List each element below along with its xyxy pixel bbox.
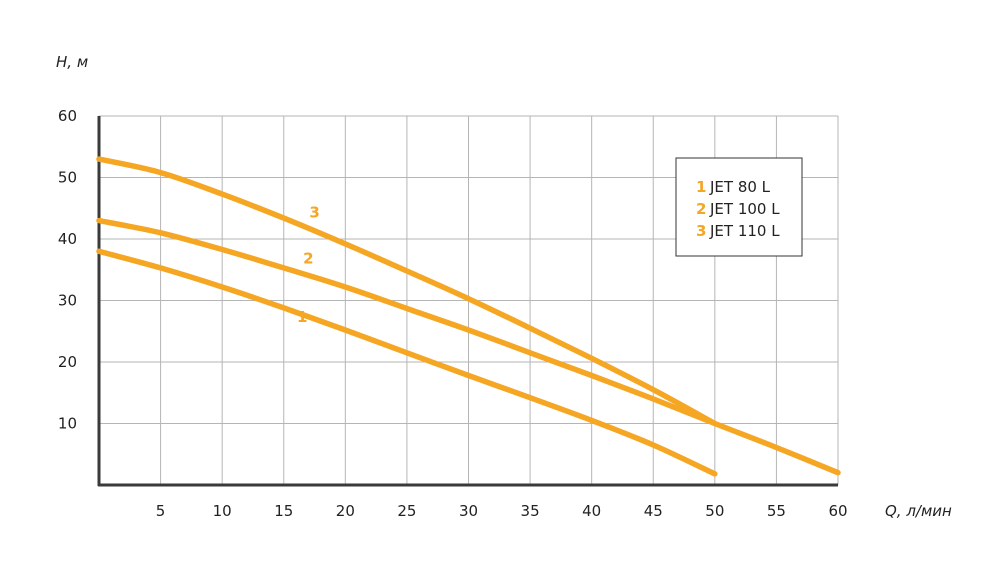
- series-lines: [96, 156, 841, 477]
- tick-labels: 5 10 15 20 25 30 35 40 45 50 55 60 10 20 30 40 50 60: [58, 107, 848, 520]
- x-tick-label-35: 35: [521, 502, 540, 520]
- curve-labels: 1 2 3: [297, 203, 320, 326]
- y-tick-label-50: 50: [58, 169, 77, 187]
- x-tick-label-40: 40: [582, 502, 601, 520]
- curve-label-2: 2: [303, 250, 313, 268]
- x-tick-label-50: 50: [705, 502, 724, 520]
- y-tick-label-20: 20: [58, 353, 77, 371]
- x-tick-label-45: 45: [644, 502, 663, 520]
- x-tick-label-5: 5: [156, 502, 166, 520]
- x-tick-label-20: 20: [336, 502, 355, 520]
- x-tick-label-25: 25: [397, 502, 416, 520]
- legend-num-1: 1: [696, 178, 706, 196]
- legend-num-3: 3: [696, 222, 706, 240]
- x-tick-label-10: 10: [213, 502, 232, 520]
- y-tick-label-60: 60: [58, 107, 77, 125]
- y-axis-title: H, м: [56, 53, 88, 71]
- axes: [97, 116, 838, 487]
- series-line-1: [96, 248, 718, 477]
- series-line-3: [96, 156, 718, 427]
- legend: 1 JET 80 L 2 JET 100 L 3 JET 110 L: [675, 157, 803, 257]
- legend-label-1: JET 80 L: [709, 178, 771, 196]
- x-tick-label-15: 15: [274, 502, 293, 520]
- x-tick-label-60: 60: [828, 502, 847, 520]
- legend-label-3: JET 110 L: [709, 222, 780, 240]
- x-tick-label-55: 55: [767, 502, 786, 520]
- y-tick-label-10: 10: [58, 415, 77, 433]
- y-tick-label-40: 40: [58, 230, 77, 248]
- x-tick-label-30: 30: [459, 502, 478, 520]
- curve-label-3: 3: [309, 203, 319, 221]
- legend-box: [675, 157, 803, 257]
- y-tick-label-30: 30: [58, 292, 77, 310]
- legend-label-2: JET 100 L: [709, 200, 780, 218]
- x-axis-title: Q, л/мин: [885, 502, 952, 520]
- legend-num-2: 2: [696, 200, 706, 218]
- curve-label-1: 1: [297, 308, 307, 326]
